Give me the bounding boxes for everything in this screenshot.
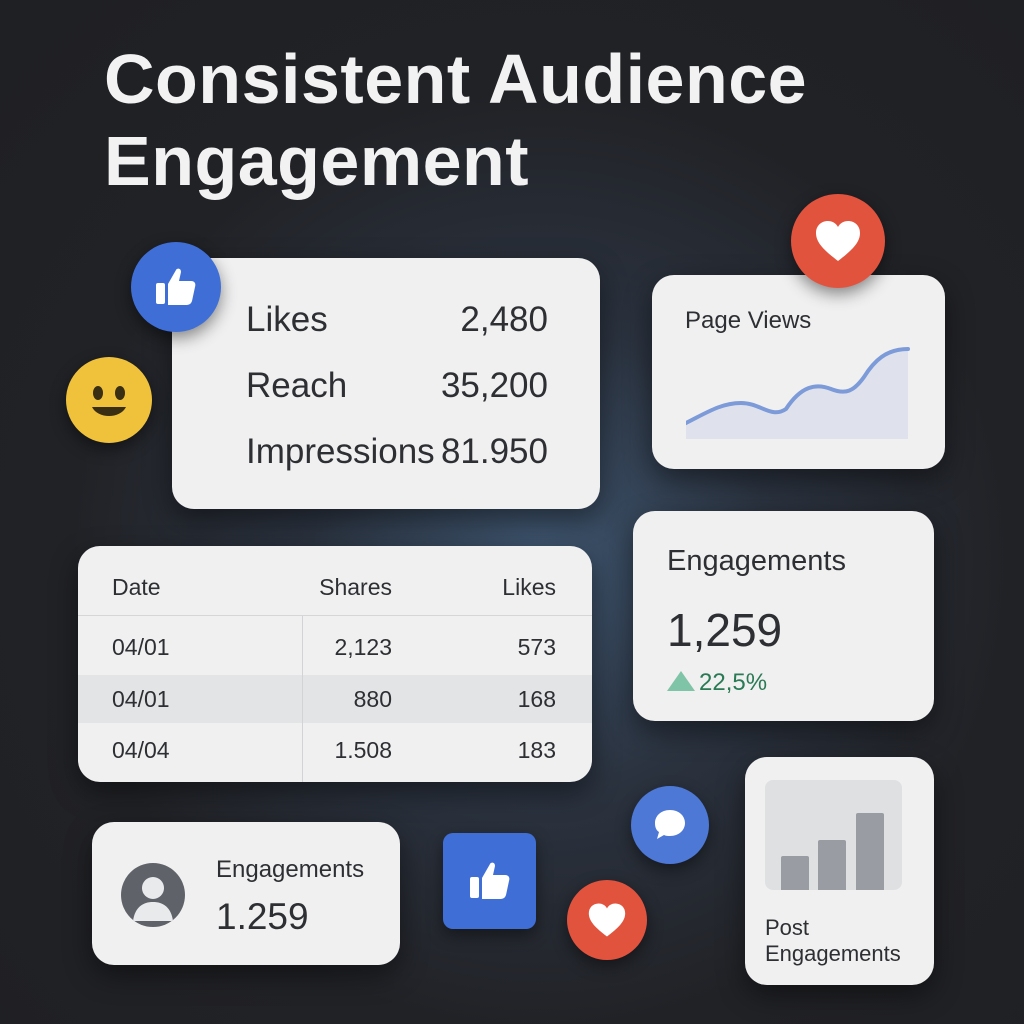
header-likes: Likes [502,574,556,600]
table-row: 04/04 1.508 183 [78,726,592,777]
thumbs-up-icon[interactable] [131,242,221,332]
sparkline-line [686,347,910,425]
metric-label: Likes [246,300,328,339]
cell-shares: 1.508 [334,737,392,763]
profile-engagements-caption: Engagements [216,856,365,883]
engagements-change: 22,5% [667,669,767,697]
metric-label: Impressions [246,432,435,471]
cell-date: 04/04 [112,737,170,763]
page-views-sparkline [686,347,910,439]
engagements-value: 1,259 [667,604,783,656]
table-header: Date Shares Likes [78,546,592,616]
profile-engagements-card: Engagements 1.259 [92,822,400,965]
cell-likes: 573 [517,634,556,660]
cell-shares: 2,123 [334,634,392,660]
engagement-table: Date Shares Likes 04/01 2,123 573 04/01 … [78,546,592,782]
heart-icon[interactable] [567,880,647,960]
post-bar-chart [765,780,902,890]
chart-bar [856,813,884,890]
chart-bar [818,840,846,890]
metric-reach: Reach 35,200 [246,366,548,414]
smiley-icon [66,357,152,443]
metric-likes: Likes 2,480 [246,300,548,348]
engagements-caption: Engagements [667,545,846,577]
sparkline-area [686,349,908,439]
caption-line: Post [765,915,810,940]
page-views-caption: Page Views [685,307,812,334]
cell-shares: 880 [353,686,392,712]
cell-likes: 168 [517,686,556,712]
post-engagements-card: Post Engagements [745,757,934,985]
table-row: 04/01 880 168 [78,675,592,723]
metric-value: 2,480 [460,300,548,339]
engagements-card: Engagements 1,259 22,5% [633,511,934,721]
comment-icon[interactable] [631,786,709,864]
post-engagements-caption: Post Engagements [765,915,901,967]
thumbs-up-icon[interactable] [443,833,536,929]
metric-value: 81.950 [440,432,548,471]
page-views-card: Page Views [652,275,945,469]
up-arrow-icon [667,671,695,691]
header-date: Date [112,574,161,600]
caption-line: Engagements [765,941,901,966]
user-avatar-icon [121,863,185,927]
chart-bar [781,856,809,890]
metric-value: 35,200 [440,366,548,405]
column-divider [302,616,303,782]
cell-likes: 183 [517,737,556,763]
metric-label: Reach [246,366,348,405]
heart-icon[interactable] [791,194,885,288]
cell-date: 04/01 [112,634,170,660]
profile-engagements-value: 1.259 [216,896,309,937]
page-title: Consistent Audience Engagement [104,40,808,200]
metric-impressions: Impressions 81.950 [246,432,548,480]
metrics-card: Likes 2,480 Reach 35,200 Impressions 81.… [172,258,600,509]
header-shares: Shares [319,574,392,600]
cell-date: 04/01 [112,686,170,712]
change-value: 22,5% [699,669,768,696]
table-row: 04/01 2,123 573 [78,622,592,673]
